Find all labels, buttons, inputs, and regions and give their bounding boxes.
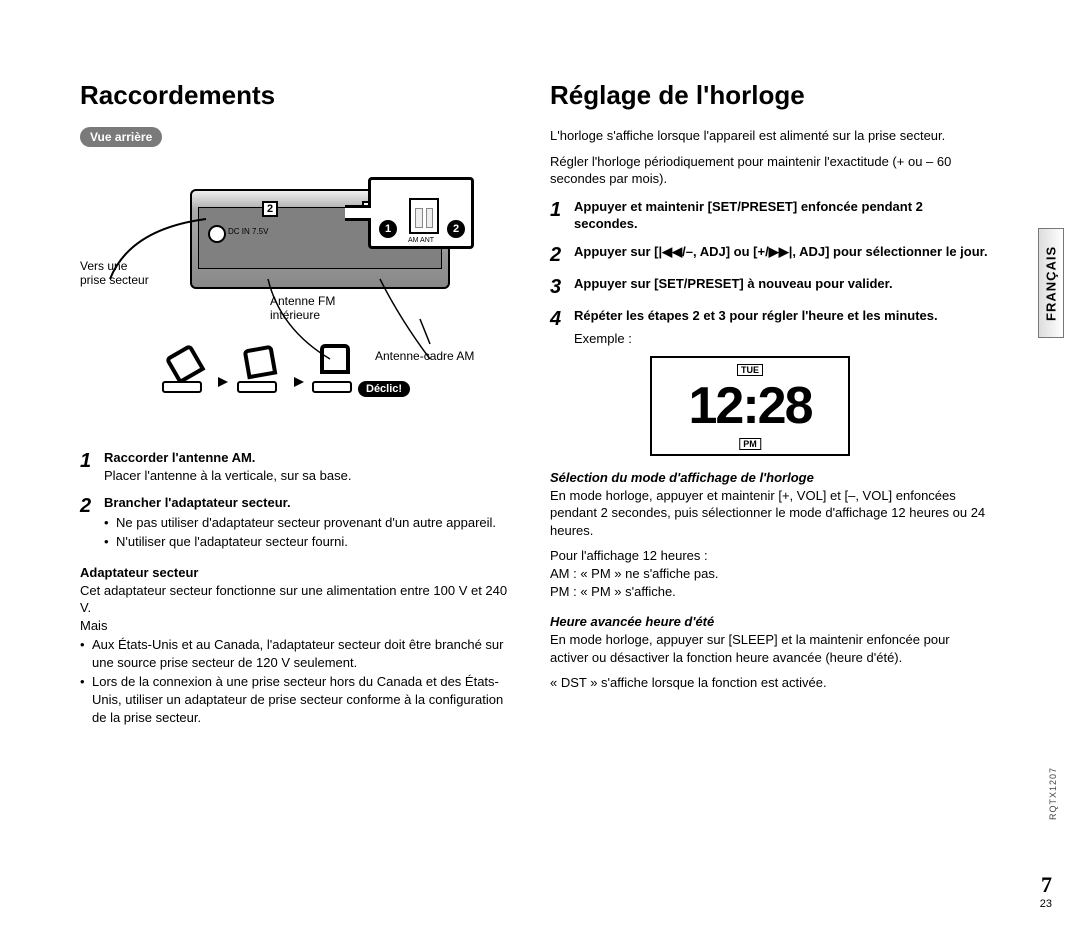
clock-step-2: 2 Appuyer sur [|◀◀/–, ADJ] ou [+/▶▶|, AD…	[550, 243, 990, 265]
label-am-loop: Antenne-cadre AM	[375, 349, 474, 363]
clock-step-4: 4 Répéter les étapes 2 et 3 pour régler …	[550, 307, 990, 348]
clock-step-3: 3 Appuyer sur [SET/PRESET] à nouveau pou…	[550, 275, 990, 297]
clock-time: 12:28	[689, 380, 812, 432]
page-number-small: 23	[1040, 898, 1052, 910]
mode-12h: Pour l'affichage 12 heures :	[550, 547, 990, 565]
page-content: Raccordements Vue arrière 2 1 DC IN 7.5V…	[80, 80, 1020, 726]
adapter-bullet-2: Lors de la connexion à une prise secteur…	[80, 673, 520, 726]
clock-display: TUE 12:28 PM	[650, 356, 850, 456]
adapter-bullet-1: Aux États-Unis et au Canada, l'adaptateu…	[80, 636, 520, 671]
column-left: Raccordements Vue arrière 2 1 DC IN 7.5V…	[80, 80, 520, 726]
callout-am-plug: 1 2 AM ANT	[368, 177, 474, 249]
callout-dot-2: 2	[447, 220, 465, 238]
mode-heading: Sélection du mode d'affichage de l'horlo…	[550, 470, 990, 485]
step-2-bullet-2: N'utiliser que l'adaptateur secteur four…	[104, 533, 520, 551]
callout-dot-1: 1	[379, 220, 397, 238]
clock-step-2-text: Appuyer sur [|◀◀/–, ADJ] ou [+/▶▶|, ADJ]…	[574, 244, 988, 259]
example-label: Exemple :	[574, 330, 990, 348]
rear-view-diagram: 2 1 DC IN 7.5V 1 2 AM ANT Vers une prise…	[80, 159, 500, 439]
clock-step-1-text: Appuyer et maintenir [SET/PRESET] enfonc…	[574, 199, 923, 232]
intro-2: Régler l'horloge périodiquement pour mai…	[550, 153, 990, 188]
intro-1: L'horloge s'affiche lorsque l'appareil e…	[550, 127, 990, 145]
badge-rear-view: Vue arrière	[80, 127, 162, 147]
label-dcin: DC IN 7.5V	[228, 227, 268, 236]
callout-num-2: 2	[262, 201, 278, 217]
adapter-but: Mais	[80, 617, 520, 635]
heading-raccordements: Raccordements	[80, 80, 520, 111]
clock-step-4-text: Répéter les étapes 2 et 3 pour régler l'…	[574, 308, 938, 323]
heading-horloge: Réglage de l'horloge	[550, 80, 990, 111]
language-tab: FRANÇAIS	[1038, 228, 1064, 338]
clock-step-1: 1 Appuyer et maintenir [SET/PRESET] enfo…	[550, 198, 990, 233]
step-2: 2 Brancher l'adaptateur secteur. Ne pas …	[80, 494, 520, 551]
step-2-bullet-1: Ne pas utiliser d'adaptateur secteur pro…	[104, 514, 520, 532]
step-1: 1 Raccorder l'antenne AM. Placer l'anten…	[80, 449, 520, 484]
label-am-ant-small: AM ANT	[371, 237, 471, 244]
badge-declic: Déclic!	[358, 381, 410, 397]
page-number-large: 7	[1040, 872, 1052, 898]
doc-code: RQTX1207	[1048, 767, 1058, 820]
step-1-body: Placer l'antenne à la verticale, sur sa …	[104, 468, 351, 483]
dst-heading: Heure avancée heure d'été	[550, 614, 990, 629]
label-fm-antenna: Antenne FM intérieure	[270, 294, 335, 323]
adapter-body: Cet adaptateur secteur fonctionne sur un…	[80, 582, 520, 617]
dst-note: « DST » s'affiche lorsque la fonction es…	[550, 674, 990, 692]
step-1-title: Raccorder l'antenne AM.	[104, 450, 255, 465]
clock-pm: PM	[739, 438, 761, 450]
mode-pm: PM : « PM » s'affiche.	[550, 583, 990, 601]
clock-day: TUE	[737, 364, 763, 376]
dst-body: En mode horloge, appuyer sur [SLEEP] et …	[550, 631, 990, 666]
step-2-title: Brancher l'adaptateur secteur.	[104, 495, 291, 510]
clock-step-3-text: Appuyer sur [SET/PRESET] à nouveau pour …	[574, 276, 893, 291]
adapter-heading: Adaptateur secteur	[80, 565, 520, 580]
label-to-outlet: Vers une prise secteur	[80, 259, 149, 288]
mode-am: AM : « PM » ne s'affiche pas.	[550, 565, 990, 583]
column-right: Réglage de l'horloge L'horloge s'affiche…	[550, 80, 990, 726]
page-footer: 7 23	[1040, 872, 1052, 910]
mode-body: En mode horloge, appuyer et maintenir [+…	[550, 487, 990, 540]
